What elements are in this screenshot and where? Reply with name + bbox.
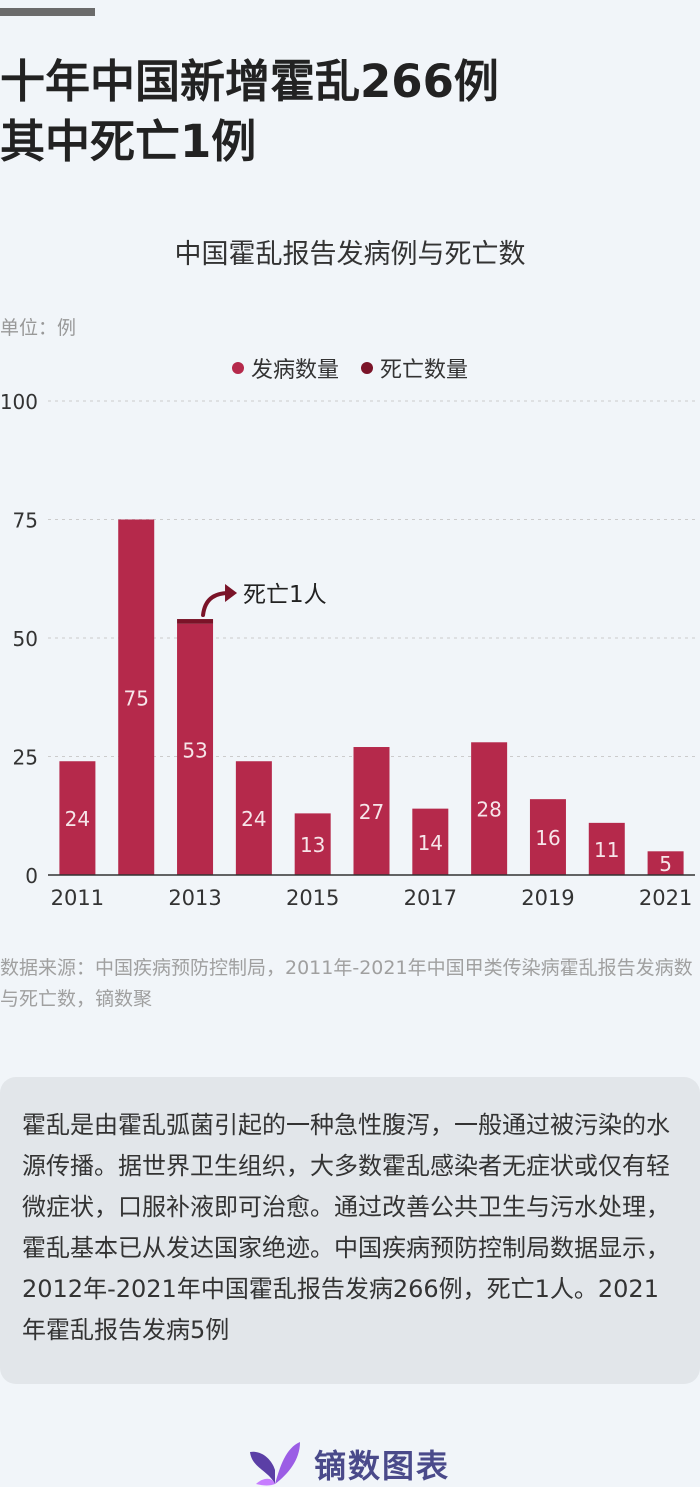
bar-cases: [118, 519, 155, 875]
x-tick-label: 2013: [168, 886, 221, 910]
x-tick-label: 2021: [639, 886, 692, 910]
legend-label-deaths: 死亡数量: [380, 358, 469, 383]
brand-name: 镝数图表: [314, 1446, 451, 1485]
bar-value-label: 13: [300, 833, 325, 857]
headline-line-1: 十年中国新增霍乱266例: [0, 55, 499, 108]
bar-value-label: 5: [659, 852, 672, 876]
butterfly-logo-icon: [250, 1442, 300, 1486]
y-tick-label: 50: [13, 627, 38, 651]
top-accent-bar: [0, 8, 95, 16]
bar-cases: [529, 799, 566, 875]
x-tick-label: 2017: [404, 886, 457, 910]
bar-value-label: 14: [418, 831, 443, 855]
bar-cases: [647, 851, 684, 875]
bar-value-label: 75: [124, 686, 149, 710]
note-box: 霍乱是由霍乱弧菌引起的一种急性腹泻，一般通过被污染的水源传播。据世界卫生组织，大…: [0, 1077, 700, 1384]
legend-item-cases: 发病数量: [231, 352, 339, 384]
legend-swatch-deaths: [361, 362, 373, 374]
bar-cases: [471, 742, 508, 875]
source-text: 数据来源：中国疾病预防控制局，2011年-2021年中国甲类传染病霍乱报告发病数…: [0, 957, 693, 1010]
y-tick-label: 25: [13, 746, 38, 770]
bar-cases: [588, 822, 625, 875]
bar-cases: [294, 813, 331, 875]
bar-chart: 0 25 50 75 100 24 75 53 24 13 27 14 28 16 11 5 2011 2013 2…: [0, 390, 695, 910]
bar-value-label: 11: [594, 838, 619, 862]
legend-item-deaths: 死亡数量: [361, 352, 468, 384]
bar-cases: [353, 747, 390, 875]
annotation-arrowhead: [225, 584, 238, 603]
bar-cases: [412, 808, 449, 875]
y-tick-label: 0: [25, 864, 38, 888]
headline: 十年中国新增霍乱266例 其中死亡1例: [0, 52, 680, 172]
brand: 镝数图表: [248, 1440, 450, 1487]
bar-value-label: 28: [476, 798, 501, 822]
bar-value-label: 16: [535, 826, 560, 850]
headline-line-2: 其中死亡1例: [0, 115, 257, 168]
y-tick-label: 75: [13, 509, 38, 533]
annotation-label: 死亡1人: [243, 582, 327, 608]
bar-cases: [235, 761, 272, 875]
x-tick-label: 2011: [51, 886, 104, 910]
bar-deaths: [177, 619, 214, 624]
bar-value-label: 27: [359, 800, 384, 824]
unit-label: 单位：例: [0, 317, 77, 339]
bar-cases: [177, 623, 214, 875]
legend-swatch-cases: [231, 362, 244, 374]
y-tick-label: 100: [0, 390, 38, 414]
chart-title: 中国霍乱报告发病例与死亡数: [174, 239, 526, 270]
bar-value-label: 24: [65, 807, 90, 831]
bar-value-label: 24: [241, 807, 266, 831]
legend-label-cases: 发病数量: [250, 358, 339, 383]
bar-cases: [59, 761, 96, 875]
x-tick-label: 2015: [286, 886, 339, 910]
chart-legend: 发病数量 死亡数量: [0, 352, 700, 384]
x-tick-label: 2019: [521, 886, 574, 910]
bar-value-label: 53: [182, 738, 207, 762]
note-text: 霍乱是由霍乱弧菌引起的一种急性腹泻，一般通过被污染的水源传播。据世界卫生组织，大…: [22, 1111, 670, 1344]
